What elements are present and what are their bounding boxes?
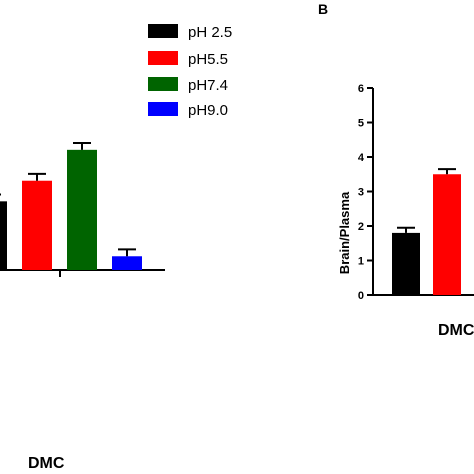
chart-panel-right: B Brain/Plasma 0 1 2 3 4 5 6 DMC [318,1,474,339]
y-axis-title: Brain/Plasma [337,191,352,274]
y-tick-label: 1 [358,256,364,268]
bar-ph25 [392,232,420,295]
y-tick-label: 0 [358,290,364,302]
legend-label: pH 2.5 [188,24,232,41]
bar-ph55 [22,180,52,270]
bars-right [392,168,461,295]
bar-ph25 [0,201,7,270]
y-tick-label: 5 [358,118,364,130]
legend-swatch [148,24,178,38]
bar-ph74 [67,149,97,270]
legend-swatch [148,102,178,116]
legend-label: pH5.5 [188,51,228,68]
legend-item-ph74: pH7.4 [148,77,228,94]
legend-swatch [148,51,178,65]
legend: pH 2.5 pH5.5 pH7.4 pH9.0 [148,24,232,119]
panel-letter: B [318,1,328,17]
legend-item-ph90: pH9.0 [148,102,228,119]
category-label: DMC [438,322,474,339]
y-tick-label: 4 [358,152,365,164]
legend-swatch [148,77,178,91]
legend-item-ph25: pH 2.5 [148,24,232,41]
legend-label: pH7.4 [188,77,228,94]
y-tick-label: 6 [358,83,364,95]
legend-item-ph55: pH5.5 [148,51,228,68]
bars-left [0,141,142,270]
legend-label: pH9.0 [188,102,228,119]
chart-panel-left: DMC [0,141,165,472]
bar-ph55 [433,174,461,295]
y-ticks: 0 1 2 3 4 5 6 [358,83,373,302]
y-tick-label: 2 [358,221,364,233]
y-tick-label: 3 [358,187,364,199]
category-label: DMC [28,455,65,472]
bar-ph90 [112,256,142,270]
